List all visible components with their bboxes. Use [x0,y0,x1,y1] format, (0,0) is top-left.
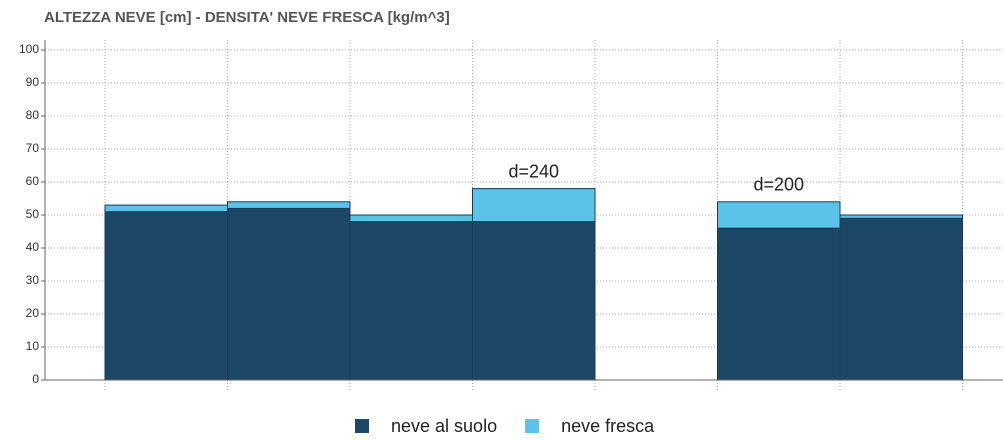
bar-segment [472,221,596,381]
y-tick-label: 70 [26,141,40,155]
legend-swatch [525,419,540,433]
y-tick-label: 30 [26,273,40,287]
bar-segment [104,211,228,381]
y-tick-label: 100 [19,42,39,56]
legend-label: neve fresca [561,416,655,436]
bar-segment [472,188,596,223]
y-tick-label: 0 [32,372,39,386]
y-tick-label: 90 [26,75,40,89]
legend-swatch [355,419,369,433]
y-tick-label: 80 [26,108,40,122]
bar-segment [717,201,841,229]
annotation: d=240 [508,161,559,181]
legend-label: neve al suolo [391,416,497,436]
bar-segment [839,217,963,381]
bar-segment [349,214,473,223]
bar-segment [349,221,473,381]
y-tick-label: 50 [26,207,40,221]
bar-segment [227,201,351,209]
y-tick-label: 40 [26,240,40,254]
annotation: d=200 [753,175,804,195]
y-tick-label: 10 [26,339,40,353]
bar-segment [717,227,841,381]
chart-title: ALTEZZA NEVE [cm] - DENSITA' NEVE FRESCA… [44,9,450,26]
bar-segment [104,204,228,213]
bar-segment [839,214,963,219]
y-tick-label: 20 [26,306,40,320]
bar-segment [227,207,351,381]
y-tick-label: 60 [26,174,40,188]
